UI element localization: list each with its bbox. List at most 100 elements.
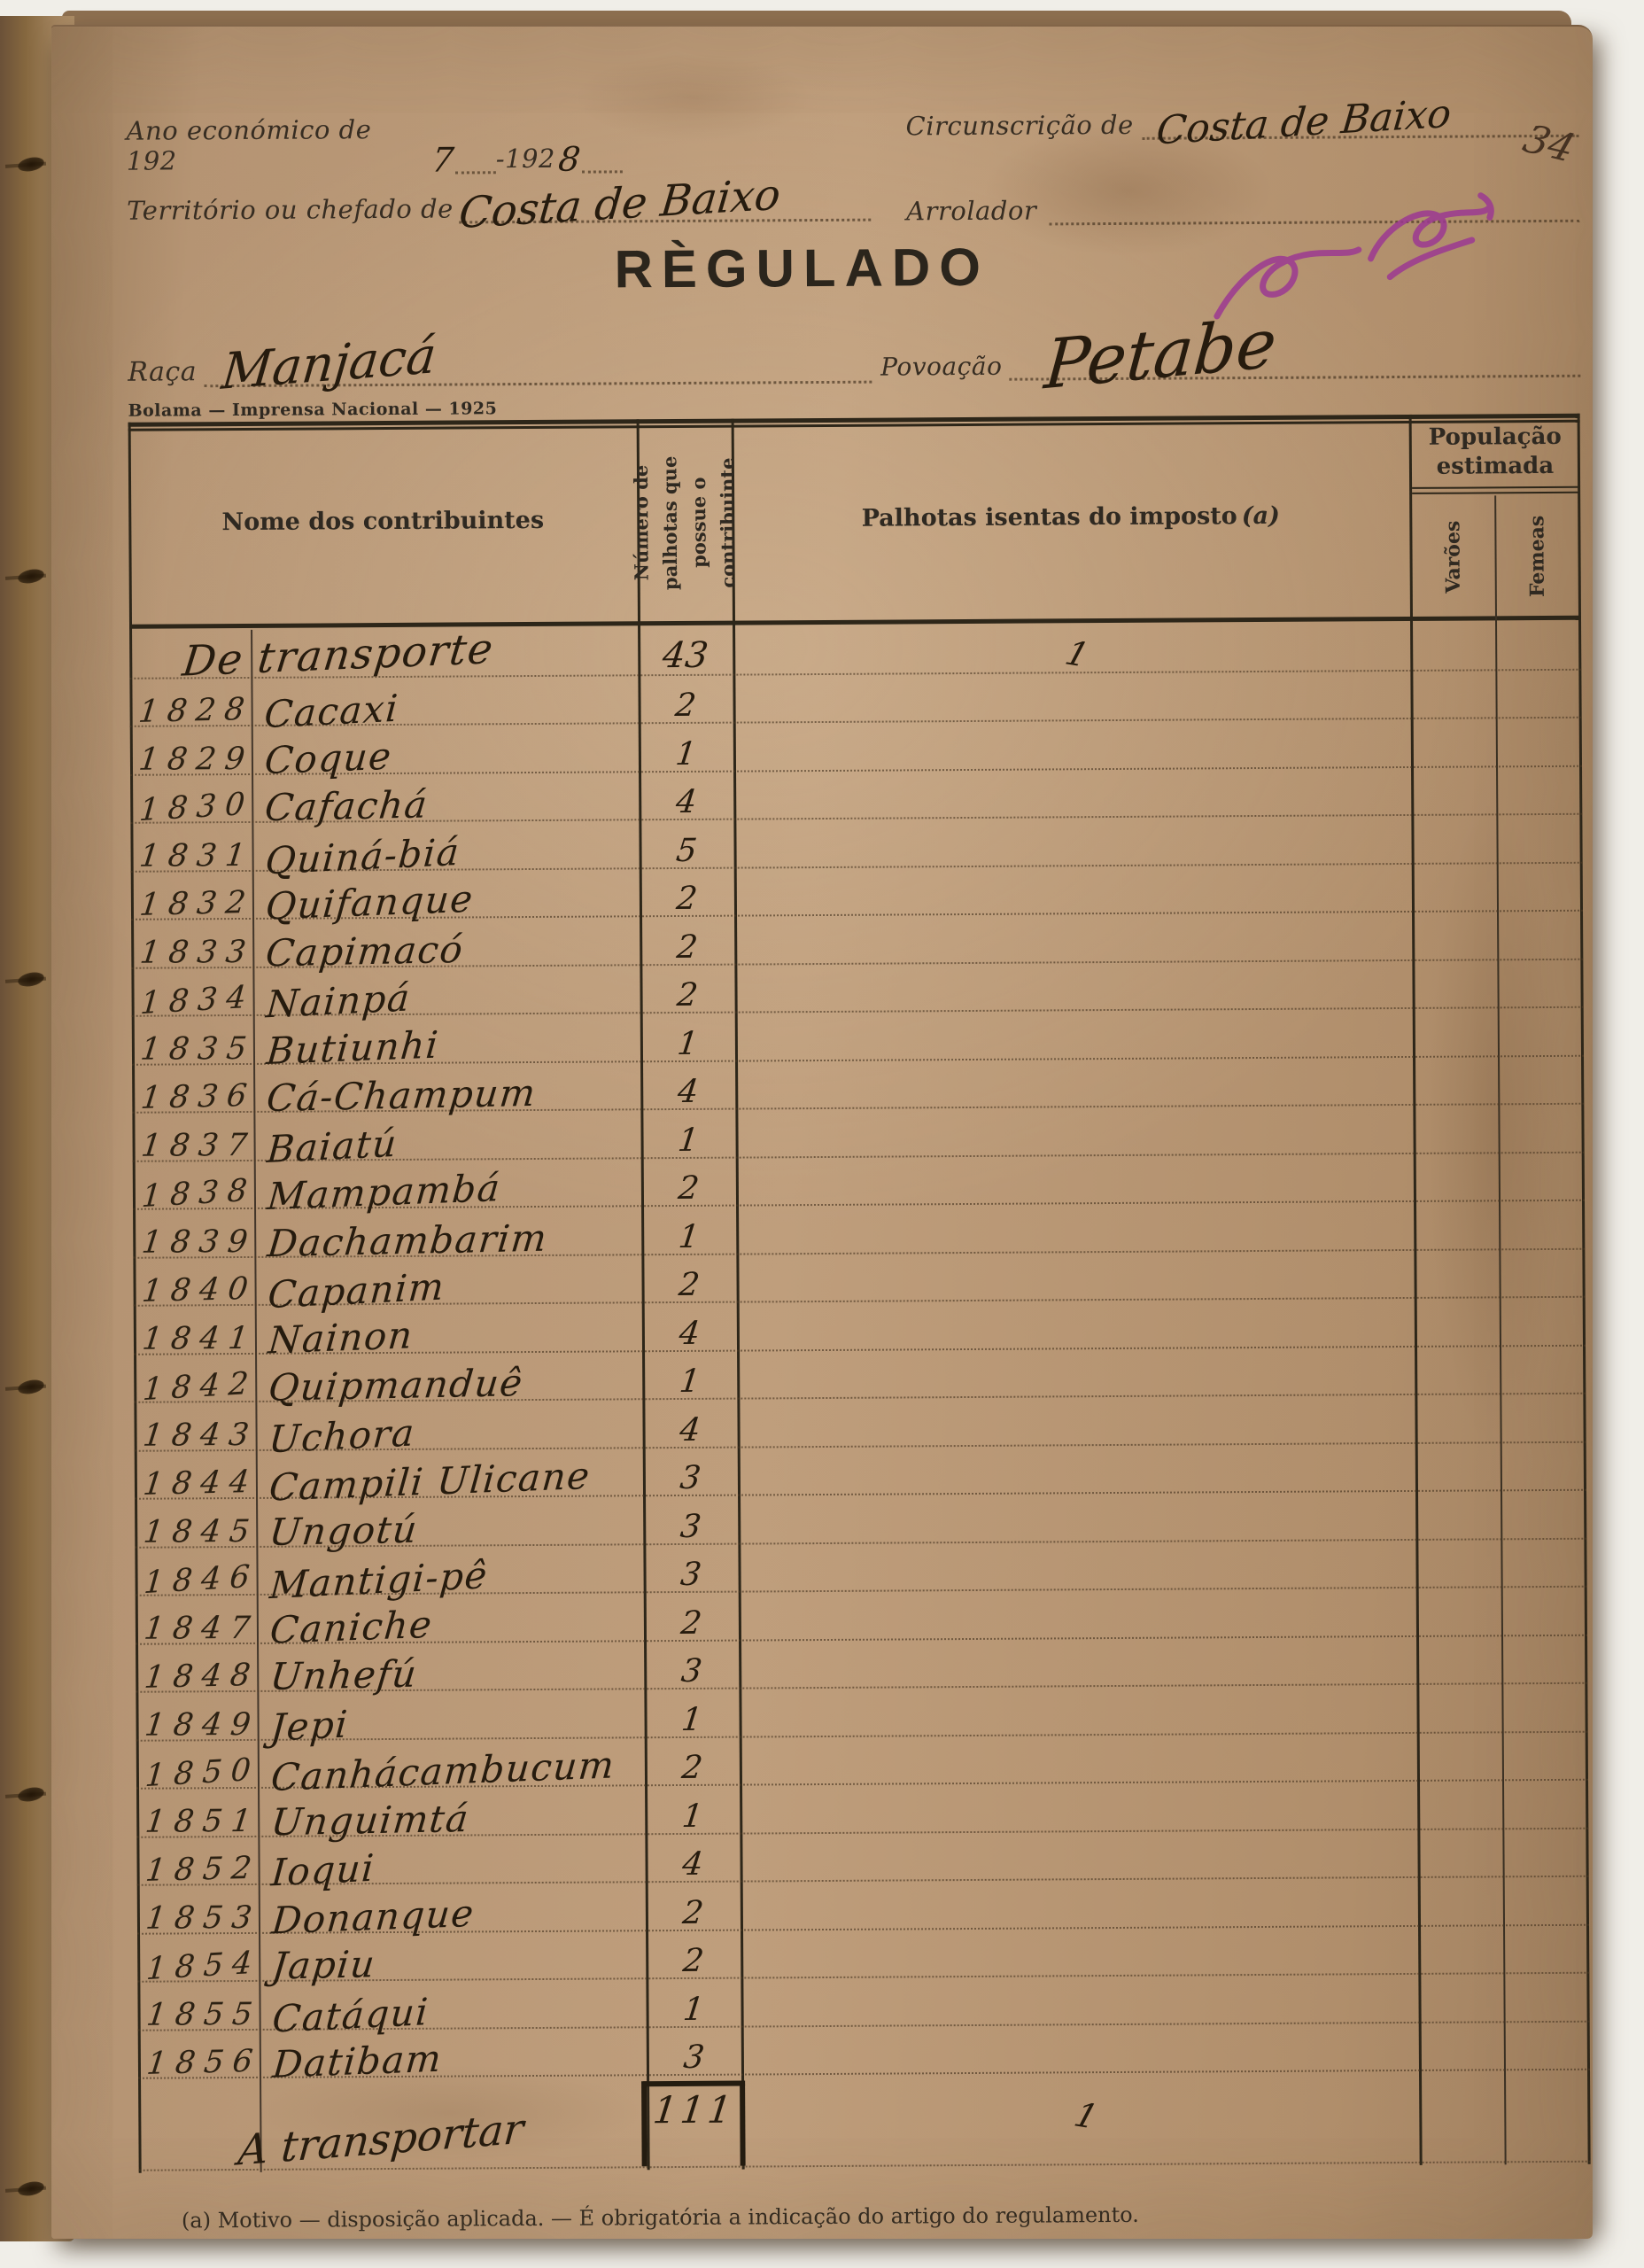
page-content: Ano económico de 192 7 -192 8 Circunscri… bbox=[46, 22, 1601, 2244]
table-row: 1839 Dachambarim 1 bbox=[133, 1200, 1586, 1265]
row-palhotas-count: 2 bbox=[673, 687, 698, 725]
row-palhotas-count: 1 bbox=[681, 1991, 706, 2028]
row-palhotas-count: 1 bbox=[676, 1218, 702, 1255]
row-number: 1855 bbox=[144, 1996, 264, 2033]
table-rows: De transporte 43 1 1828 Cacaxi 2 1829 Co… bbox=[129, 621, 1591, 2086]
ano-second-value: 8 bbox=[556, 139, 583, 179]
row-number: 1831 bbox=[137, 837, 257, 874]
underlying-page-edge bbox=[62, 11, 1571, 28]
row-number: 1835 bbox=[138, 1030, 258, 1068]
table-row: 1830 Cafachá 4 bbox=[130, 766, 1583, 829]
ano-mid-label: -192 bbox=[495, 143, 556, 175]
table-row: 1828 Cacaxi 2 bbox=[129, 670, 1582, 736]
row-number: 1840 bbox=[140, 1270, 259, 1309]
table-row: 1853 Donanque 2 bbox=[136, 1876, 1590, 1942]
row-palhotas-count: 2 bbox=[674, 928, 700, 966]
row-palhotas-count: 43 bbox=[660, 634, 710, 676]
dotted-fill bbox=[582, 167, 623, 174]
table-row: 1850 Canhácambucum 2 bbox=[136, 1732, 1589, 1799]
populacao-sub-rule bbox=[1412, 485, 1579, 494]
dotted-fill: Costa de Baixo bbox=[1142, 91, 1579, 154]
table-row: 1851 Unguimtá 1 bbox=[136, 1780, 1589, 1844]
dotted-fill bbox=[455, 167, 496, 175]
purple-stamp-scribble bbox=[1214, 192, 1494, 320]
table-row: 1847 Caniche 2 bbox=[135, 1587, 1588, 1651]
row-number: 1851 bbox=[143, 1803, 262, 1840]
ledger-sheet: Ano económico de 192 7 -192 8 Circunscri… bbox=[51, 25, 1593, 2239]
row-number: 1852 bbox=[143, 1850, 262, 1889]
row-palhotas-count: 4 bbox=[680, 1845, 705, 1883]
table-row: 1837 Baiatú 1 bbox=[132, 1104, 1585, 1171]
total-label: A transportar bbox=[236, 2104, 526, 2176]
circunscricao-line: Circunscrição de Costa de Baixo bbox=[905, 91, 1579, 154]
row-palhotas-count: 2 bbox=[674, 880, 700, 918]
stitch-hole bbox=[16, 970, 46, 989]
row-number: 1828 bbox=[136, 691, 256, 730]
stitch-hole bbox=[16, 567, 46, 586]
table-row: 1856 Datibam 3 bbox=[137, 2022, 1591, 2086]
territorio-label: Território ou chefado de bbox=[127, 193, 454, 226]
row-palhotas-count: 3 bbox=[679, 1652, 704, 1690]
page-title: RÈGULADO bbox=[614, 237, 990, 299]
total-palhotas-value: 111 bbox=[650, 2087, 738, 2132]
row-palhotas-count: 2 bbox=[680, 1894, 706, 1931]
row-palhotas-count: 3 bbox=[679, 1556, 703, 1594]
table-row: 1848 Unhefú 3 bbox=[136, 1635, 1588, 1698]
row-palhotas-count: 1 bbox=[676, 1122, 701, 1159]
table-row: 1833 Capimacó 2 bbox=[131, 911, 1584, 975]
row-number: 1836 bbox=[138, 1077, 258, 1116]
row-number: 1841 bbox=[140, 1320, 260, 1357]
row-number: 1829 bbox=[136, 741, 256, 778]
table-row: 1846 Mantigi-pê 3 bbox=[135, 1539, 1587, 1607]
row-palhotas-count: 2 bbox=[679, 1604, 704, 1642]
povoacao-value: Petabe bbox=[1042, 302, 1280, 405]
sum-rule bbox=[643, 2080, 746, 2087]
row-number: 1853 bbox=[143, 1899, 263, 1937]
table-row: 1835 Butiunhi 1 bbox=[131, 1007, 1585, 1072]
table-row: 1843 Uchora 4 bbox=[134, 1394, 1586, 1461]
row-number: 1844 bbox=[141, 1464, 260, 1503]
table-row: 1842 Quipmanduê 1 bbox=[134, 1346, 1586, 1410]
row-palhotas-count: 1 bbox=[673, 735, 699, 773]
stitch-hole bbox=[16, 155, 46, 174]
header-femeas: Femeas bbox=[1525, 515, 1549, 598]
header-isentas-label: Palhotas isentas do imposto bbox=[861, 502, 1237, 532]
dotted-fill: Manjacá bbox=[204, 327, 872, 401]
table-row: 1849 Jepi 1 bbox=[136, 1683, 1588, 1749]
row-palhotas-count: 3 bbox=[678, 1508, 703, 1545]
table-row: 1844 Campili Ulicane 3 bbox=[134, 1442, 1587, 1510]
table-row: 1855 Catáqui 1 bbox=[137, 1973, 1590, 2040]
circunscricao-value: Costa de Baixo bbox=[1154, 90, 1454, 154]
territorio-line: Território ou chefado de Costa de Baixo bbox=[127, 170, 872, 238]
row-number: 1833 bbox=[137, 934, 257, 971]
table-row: 1845 Ungotú 3 bbox=[135, 1490, 1587, 1554]
ano-first-value: 7 bbox=[430, 140, 456, 180]
row-number: 1845 bbox=[141, 1513, 260, 1550]
row-number: 1839 bbox=[139, 1223, 259, 1261]
footnote: (a) Motivo — disposição aplicada. — É ob… bbox=[181, 2202, 1139, 2233]
total-isentas-mark: 1 bbox=[1070, 2094, 1103, 2137]
circunscricao-label: Circunscrição de bbox=[905, 109, 1134, 142]
ano-economico-line: Ano económico de 192 7 -192 8 bbox=[126, 113, 623, 180]
row-number: 1849 bbox=[143, 1706, 262, 1744]
stitch-hole bbox=[16, 2179, 46, 2198]
row-number: 1837 bbox=[139, 1127, 259, 1164]
row-palhotas-count: 2 bbox=[677, 1266, 702, 1304]
row-palhotas-count: 3 bbox=[681, 2039, 707, 2076]
row-number: 1848 bbox=[142, 1657, 261, 1696]
dotted-fill: Costa de Baixo bbox=[456, 170, 872, 238]
row-number: 1856 bbox=[144, 2043, 264, 2082]
row-palhotas-count: 2 bbox=[675, 976, 700, 1014]
table-row: 1836 Cá-Champum 4 bbox=[132, 1056, 1585, 1120]
row-palhotas-count: 1 bbox=[679, 1798, 705, 1835]
table-row: 1834 Nainpá 2 bbox=[131, 959, 1584, 1026]
dotted-fill: Petabe bbox=[1009, 303, 1581, 404]
territorio-value: Costa de Baixo bbox=[456, 169, 783, 239]
row-palhotas-count: 3 bbox=[678, 1459, 703, 1497]
header-nome: Nome dos contribuintes bbox=[221, 506, 545, 537]
row-palhotas-count: 5 bbox=[674, 832, 699, 869]
row-palhotas-count: 1 bbox=[679, 1701, 704, 1738]
row-palhotas-count: 2 bbox=[679, 1749, 705, 1786]
raca-line: Raça Manjacá bbox=[128, 327, 872, 401]
